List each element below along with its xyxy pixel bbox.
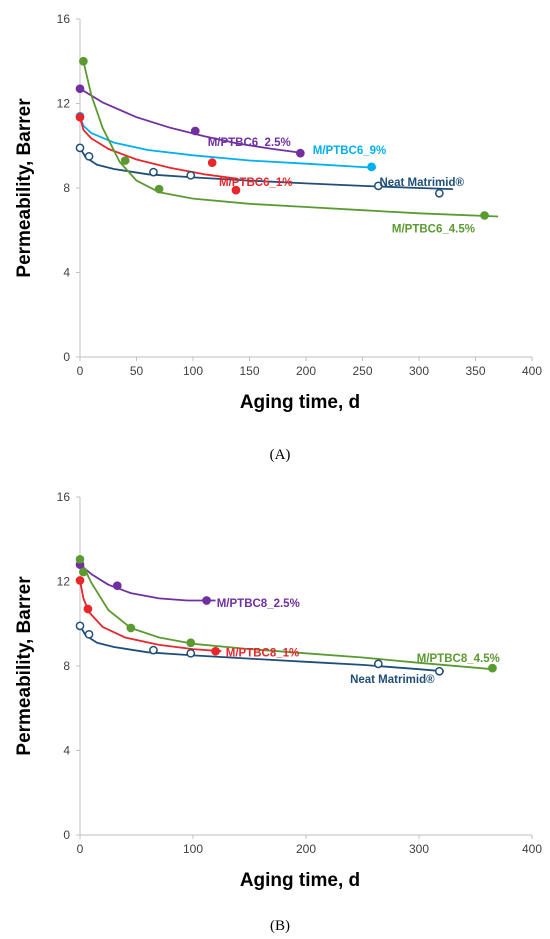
y-tick-label: 0 <box>63 350 70 364</box>
data-point <box>75 554 85 564</box>
y-axis-title: Permeability, Barrer <box>14 576 35 756</box>
figure-caption: (A) <box>270 447 291 463</box>
series-label: M/PTBC6_9% <box>313 145 387 157</box>
series-label: Neat Matrimid® <box>350 674 435 686</box>
trend-line-1 <box>79 87 304 154</box>
data-point <box>84 629 94 639</box>
chart-a: 0 50 100 150 200 250 300 350 400 0 4 8 12 16 Aging tim… <box>14 12 542 463</box>
data-point <box>480 211 489 220</box>
data-point <box>149 167 158 177</box>
x-tick-label: 100 <box>183 364 203 378</box>
data-point <box>186 648 196 658</box>
x-tick-label: 150 <box>239 364 259 378</box>
data-point <box>190 126 200 136</box>
chart-b: 0 100 200 300 400 0 4 8 12 16 Aging time, d Permeab… <box>14 490 542 934</box>
data-point <box>207 158 217 167</box>
y-tick-label: 0 <box>63 828 70 842</box>
data-point <box>373 181 383 191</box>
x-tick-label: 300 <box>409 842 429 856</box>
data-point <box>126 623 136 633</box>
y-tick-label: 16 <box>57 12 71 26</box>
data-point <box>112 581 122 591</box>
x-tick-label: 200 <box>296 364 316 378</box>
figure-caption: (B) <box>270 918 290 934</box>
data-point <box>186 638 196 648</box>
data-point <box>231 185 241 195</box>
data-point <box>434 666 444 676</box>
data-point <box>202 596 211 605</box>
y-axis-title: Permeability, Barrer <box>14 98 35 278</box>
series-label: M/PTBC6_2.5% <box>208 137 291 149</box>
data-point <box>75 621 85 631</box>
data-point <box>434 188 444 198</box>
data-point <box>488 663 497 673</box>
x-tick-label: 400 <box>522 364 542 378</box>
y-tick-label: 8 <box>63 659 70 673</box>
x-tick-label: 0 <box>77 842 84 856</box>
x-tick-label: 200 <box>296 842 316 856</box>
series-label: M/PTBC8_4.5% <box>417 653 500 665</box>
series-label: M/PTBC8_2.5% <box>217 598 300 610</box>
trend-line-3 <box>79 116 237 180</box>
data-point <box>75 576 85 585</box>
x-tick-label: 50 <box>130 364 144 378</box>
data-point <box>75 112 85 122</box>
y-tick-label: 16 <box>57 490 71 504</box>
y-tick-label: 12 <box>57 97 71 111</box>
x-tick-label: 100 <box>183 842 203 856</box>
x-axis-title: Aging time, d <box>240 870 360 891</box>
trend-line-1 <box>79 563 216 602</box>
data-point <box>83 604 93 614</box>
data-point <box>75 143 85 153</box>
x-tick-label: 250 <box>352 364 372 378</box>
x-axis-title: Aging time, d <box>240 392 360 413</box>
trend-line-2 <box>79 580 222 653</box>
y-tick-label: 4 <box>63 744 70 758</box>
x-tick-label: 300 <box>409 364 429 378</box>
data-point <box>120 156 130 165</box>
data-point <box>211 646 220 656</box>
data-point <box>186 170 196 180</box>
data-point <box>75 84 85 94</box>
y-tick-label: 12 <box>57 575 71 589</box>
data-point <box>367 162 376 172</box>
data-point <box>79 567 88 577</box>
data-point <box>373 659 383 669</box>
series-label: M/PTBC6_1% <box>219 177 292 189</box>
trend-line-2 <box>79 115 377 169</box>
data-point <box>154 184 164 194</box>
data-point <box>79 56 88 66</box>
y-tick-label: 4 <box>63 266 70 280</box>
data-point <box>84 151 94 161</box>
x-tick-label: 350 <box>465 364 485 378</box>
data-point <box>296 148 305 158</box>
series-label: Neat Matrimid® <box>379 177 464 189</box>
data-point <box>149 645 158 655</box>
x-tick-label: 400 <box>522 842 542 856</box>
series-label: M/PTBC8_1% <box>226 647 300 659</box>
x-tick-label: 0 <box>77 364 84 378</box>
trend-line-4 <box>82 61 499 218</box>
y-tick-label: 8 <box>63 181 70 195</box>
series-label: M/PTBC6_4.5% <box>392 223 475 235</box>
